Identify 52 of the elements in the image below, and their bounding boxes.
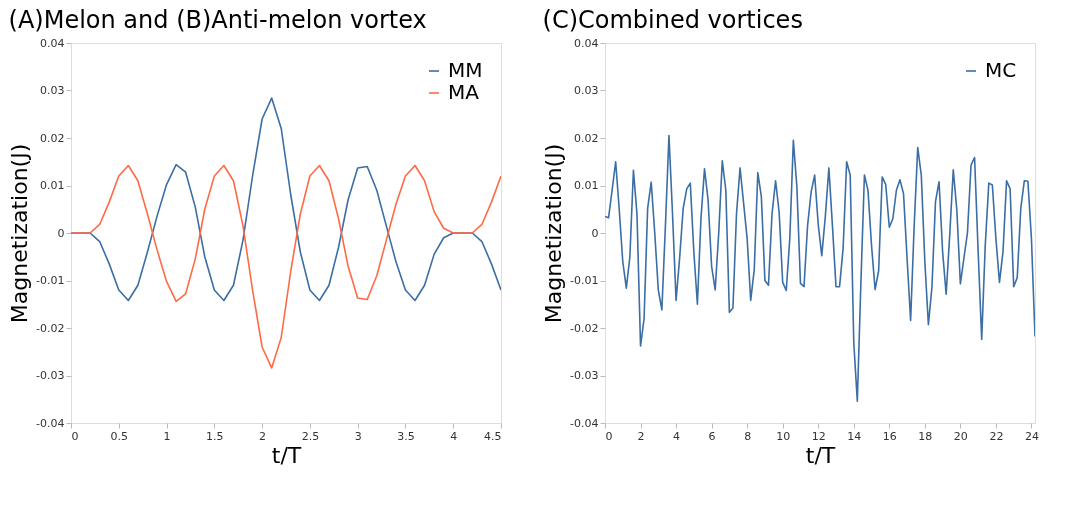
y-tick-label: -0.02 <box>570 321 599 335</box>
x-tick-label: 20 <box>953 429 968 443</box>
x-tick-label: 4.5 <box>484 429 502 443</box>
y-tick-label: 0.03 <box>40 84 65 97</box>
y-tick-label: -0.03 <box>36 369 65 382</box>
x-tick-label: 14 <box>847 429 862 443</box>
x-tick-label: 22 <box>989 429 1004 443</box>
x-tick-label: 3 <box>354 429 362 443</box>
x-tick-label: 3.5 <box>397 429 415 443</box>
legend-label: MM <box>448 58 483 82</box>
x-tick-label: 0 <box>605 429 613 443</box>
x-tick-label: 8 <box>744 429 752 443</box>
y-tick-label: 0.04 <box>574 36 599 50</box>
y-tick-label: 0.02 <box>574 131 599 145</box>
legend-label: MA <box>448 80 480 104</box>
y-tick-label: -0.01 <box>570 274 599 287</box>
y-tick-label: 0.02 <box>40 131 65 145</box>
y-tick-label: 0 <box>57 226 65 240</box>
y-tick-label: -0.04 <box>570 416 599 430</box>
x-tick-label: 6 <box>708 429 716 443</box>
x-axis-title: t/T <box>805 442 836 468</box>
y-tick-label: -0.04 <box>36 416 65 430</box>
x-tick-label: 12 <box>811 429 826 443</box>
x-tick-label: 0 <box>71 429 79 443</box>
y-axis-title: Magnetization(J) <box>541 143 567 324</box>
line-series <box>71 164 501 369</box>
x-tick-label: 1.5 <box>206 429 224 443</box>
x-tick-label: 18 <box>918 429 933 443</box>
x-axis-title: t/T <box>271 442 302 468</box>
y-tick-label: 0.04 <box>40 36 65 50</box>
legend-label: MC <box>985 58 1017 82</box>
chart-title: (C)Combined vortices <box>542 6 803 34</box>
x-tick-label: 2 <box>259 429 267 443</box>
x-tick-label: 24 <box>1024 429 1039 443</box>
line-series <box>605 134 1035 402</box>
y-tick-label: 0.01 <box>574 179 599 192</box>
chart-title: (A)Melon and (B)Anti-melon vortex <box>8 6 427 34</box>
y-tick-label: -0.03 <box>570 369 599 382</box>
y-tick-label: 0.01 <box>40 179 65 192</box>
x-tick-label: 4 <box>673 429 681 443</box>
y-tick-label: -0.02 <box>36 321 65 335</box>
y-tick-label: 0 <box>591 226 599 240</box>
x-tick-label: 0.5 <box>110 429 129 443</box>
y-tick-label: -0.01 <box>36 274 65 287</box>
x-tick-label: 2.5 <box>301 429 320 443</box>
x-tick-label: 2 <box>637 429 645 443</box>
x-tick-label: 10 <box>776 429 791 443</box>
x-tick-label: 16 <box>882 429 897 443</box>
y-tick-label: 0.03 <box>574 84 599 97</box>
x-tick-label: 1 <box>163 429 171 443</box>
x-tick-label: 4 <box>450 429 458 443</box>
y-axis-title: Magnetization(J) <box>7 143 33 324</box>
